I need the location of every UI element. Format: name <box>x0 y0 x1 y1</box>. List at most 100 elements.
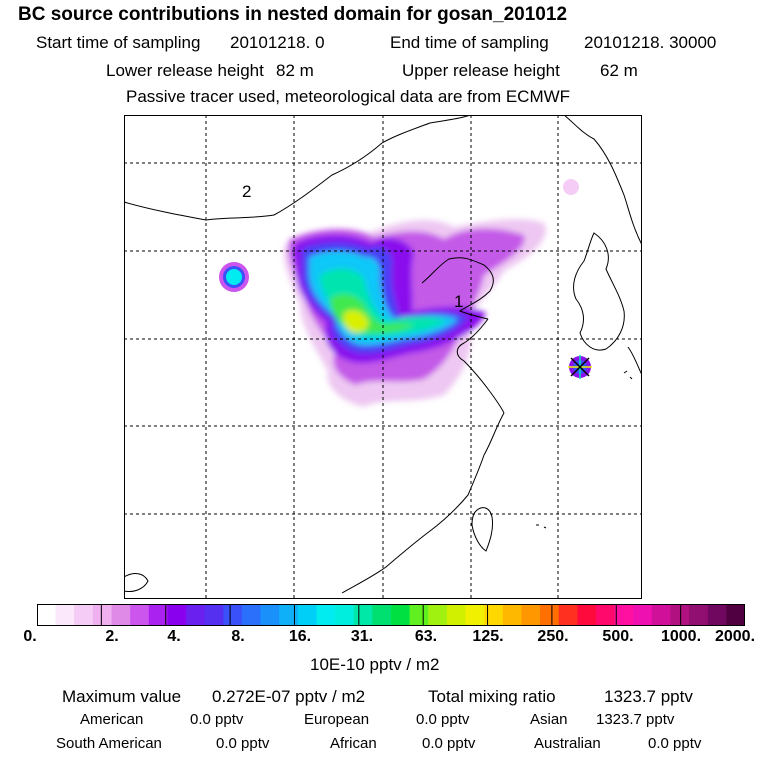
source-name-american: American <box>80 711 144 728</box>
colorbar-cell <box>92 604 113 626</box>
field-level-8 <box>343 310 369 333</box>
colorbar-cell <box>260 604 280 626</box>
isolated-plume <box>219 262 249 292</box>
source-name-australian: Australian <box>534 735 601 752</box>
colorbar-cell <box>74 604 94 626</box>
colorbar-cell <box>223 604 243 626</box>
bohai-coast <box>421 257 494 320</box>
small-plume-east <box>563 179 579 195</box>
source-value-european: 0.0 pptv <box>416 711 470 728</box>
map-panel: 2 1 <box>124 115 642 599</box>
colorbar-tick-label: 2. <box>105 628 119 645</box>
colorbar-cell <box>558 604 578 626</box>
source-name-asian: Asian <box>530 711 568 728</box>
concentration-field <box>283 219 546 407</box>
plot-title: BC source contributions in nested domain… <box>18 4 568 25</box>
colorbar-frame <box>37 604 745 626</box>
colorbar-cell <box>37 604 57 626</box>
colorbar-cell <box>633 604 653 626</box>
mongolia-border <box>124 115 471 221</box>
colorbar-cell <box>279 604 299 626</box>
tracer-note: Passive tracer used, meteorological data… <box>126 87 571 106</box>
end-time-value: 20101218. 30000 <box>584 33 717 52</box>
region-label-1: 1 <box>454 292 463 311</box>
source-name-african: African <box>330 735 377 752</box>
total-mixing-value: 1323.7 pptv <box>604 687 693 706</box>
colorbar-tick-label: 16. <box>288 628 312 645</box>
region-label-2: 2 <box>242 182 251 201</box>
shandong-coast <box>456 318 505 414</box>
manchuria-border <box>563 115 642 246</box>
colorbar-tick-label: 1000. <box>660 628 702 645</box>
colorbar-cell <box>55 604 75 626</box>
colorbar-cell <box>484 604 504 626</box>
colorbar-cell <box>465 604 485 626</box>
colorbar-cell <box>689 604 709 626</box>
colorbar-cell <box>186 604 206 626</box>
colorbar-cell <box>670 604 690 626</box>
colorbar-tick-label: 4. <box>167 628 181 645</box>
total-mixing-label: Total mixing ratio <box>428 687 556 706</box>
colorbar-cell <box>446 604 467 626</box>
colorbar-cell <box>167 604 187 626</box>
max-value: 0.272E-07 pptv / m2 <box>212 687 366 706</box>
colorbar-tick-label: 125. <box>472 628 504 645</box>
map-frame <box>124 115 642 599</box>
colorbar-cell <box>428 604 448 626</box>
small-islands <box>536 370 633 529</box>
colorbar-cell <box>335 604 355 626</box>
colorbar-cell <box>111 604 131 626</box>
colorbar-cell <box>595 604 616 626</box>
upper-height-value: 62 m <box>600 61 638 80</box>
source-name-european: European <box>304 711 370 728</box>
japan-kyushu <box>627 346 642 376</box>
korea-peninsula <box>573 232 625 351</box>
max-value-label: Maximum value <box>62 687 182 706</box>
colorbar-dividers <box>100 604 682 626</box>
taiwan <box>471 507 493 552</box>
colorbar-tick-label: 250. <box>537 628 569 645</box>
colorbar-cells <box>37 604 745 626</box>
colorbar-cell <box>707 604 727 626</box>
colorbar-cell <box>521 604 541 626</box>
hainan <box>124 573 149 592</box>
colorbar-cell <box>204 604 224 626</box>
colorbar-cell <box>614 604 634 626</box>
colorbar-cell <box>540 604 560 626</box>
end-time-label: End time of sampling <box>390 33 549 52</box>
lower-height-value: 82 m <box>276 61 314 80</box>
receptor-asterisk-marker <box>568 355 592 379</box>
colorbar-tick-label: 0. <box>23 628 37 645</box>
colorbar-cell <box>353 604 373 626</box>
colorbar-cell <box>372 604 392 626</box>
colorbar-tick-label: 8. <box>231 628 245 645</box>
lower-height-label: Lower release height <box>106 61 264 80</box>
colorbar-cell <box>316 604 336 626</box>
lat-lon-grid <box>124 115 642 599</box>
colorbar-cell <box>409 604 429 626</box>
colorbar-tick-label: 63. <box>414 628 438 645</box>
source-value-asian: 1323.7 pptv <box>596 711 675 728</box>
colorbar <box>37 604 745 626</box>
upper-height-label: Upper release height <box>402 61 560 80</box>
colorbar-cell <box>297 604 317 626</box>
colorbar-cell <box>130 604 150 626</box>
colorbar-cell <box>148 604 168 626</box>
start-time-value: 20101218. 0 <box>230 33 325 52</box>
colorbar-cell <box>577 604 597 626</box>
colorbar-tick-label: 500. <box>602 628 634 645</box>
colorbar-cell <box>651 604 671 626</box>
colorbar-cell <box>726 604 745 626</box>
source-value-south-american: 0.0 pptv <box>216 735 270 752</box>
colorbar-cell <box>502 604 522 626</box>
colorbar-tick-label: 2000. <box>714 628 756 645</box>
source-name-south-american: South American <box>56 735 162 752</box>
start-time-label: Start time of sampling <box>36 33 201 52</box>
southeast-coast <box>341 412 505 594</box>
source-value-american: 0.0 pptv <box>190 711 244 728</box>
colorbar-cell <box>391 604 411 626</box>
source-value-african: 0.0 pptv <box>422 735 476 752</box>
colorbar-unit: 10E-10 pptv / m2 <box>310 655 440 674</box>
colorbar-cell <box>241 604 262 626</box>
colorbar-tick-label: 31. <box>350 628 374 645</box>
